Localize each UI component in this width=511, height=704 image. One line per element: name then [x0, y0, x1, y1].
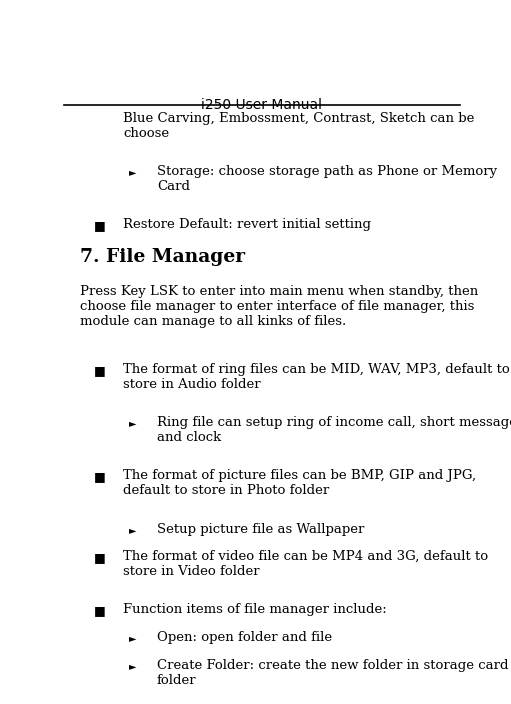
Text: Ring file can setup ring of income call, short message
and clock: Ring file can setup ring of income call,… [157, 416, 511, 444]
Text: i250 User Manual: i250 User Manual [201, 98, 322, 112]
Text: ►: ► [129, 524, 137, 535]
Text: ►: ► [129, 661, 137, 671]
Text: ■: ■ [94, 219, 105, 232]
Text: ■: ■ [94, 551, 105, 565]
Text: ■: ■ [94, 605, 105, 617]
Text: Storage: choose storage path as Phone or Memory
Card: Storage: choose storage path as Phone or… [157, 165, 497, 193]
Text: 7. File Manager: 7. File Manager [80, 248, 245, 265]
Text: The format of video file can be MP4 and 3G, default to
store in Video folder: The format of video file can be MP4 and … [123, 551, 489, 578]
Text: Restore Default: revert initial setting: Restore Default: revert initial setting [123, 218, 371, 231]
Text: Press Key LSK to enter into main menu when standby, then
choose file manager to : Press Key LSK to enter into main menu wh… [80, 284, 478, 327]
Text: ►: ► [129, 418, 137, 429]
Text: ►: ► [129, 633, 137, 643]
Text: Open: open folder and file: Open: open folder and file [157, 631, 332, 644]
Text: Create Folder: create the new folder in storage card or
folder: Create Folder: create the new folder in … [157, 659, 511, 686]
Text: Blue Carving, Embossment, Contrast, Sketch can be
choose: Blue Carving, Embossment, Contrast, Sket… [123, 112, 475, 139]
Text: The format of picture files can be BMP, GIP and JPG,
default to store in Photo f: The format of picture files can be BMP, … [123, 470, 476, 498]
Text: The format of ring files can be MID, WAV, MP3, default to
store in Audio folder: The format of ring files can be MID, WAV… [123, 363, 510, 391]
Text: ■: ■ [94, 470, 105, 484]
Text: ►: ► [129, 167, 137, 177]
Text: Function items of file manager include:: Function items of file manager include: [123, 603, 387, 616]
Text: ■: ■ [94, 364, 105, 377]
Text: Setup picture file as Wallpaper: Setup picture file as Wallpaper [157, 522, 364, 536]
